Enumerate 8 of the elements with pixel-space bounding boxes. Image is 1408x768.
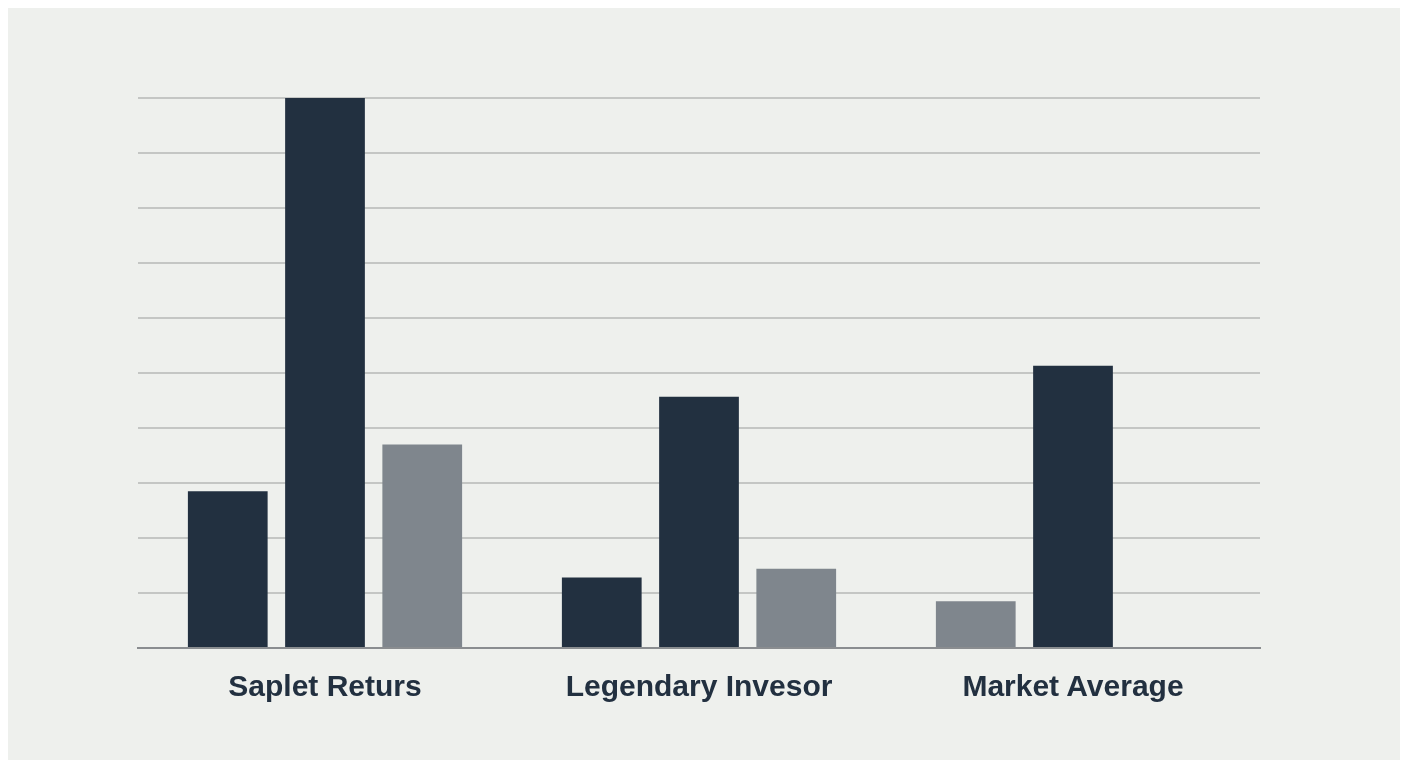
bar	[285, 98, 365, 647]
x-tick-label: Saplet Returs	[228, 669, 422, 703]
bar	[187, 491, 268, 647]
bar	[1033, 365, 1113, 647]
x-tick-label: Market Average	[962, 669, 1184, 703]
x-tick-label: Legendary Invesor	[565, 669, 833, 703]
bar	[561, 577, 642, 647]
bar	[659, 396, 739, 647]
